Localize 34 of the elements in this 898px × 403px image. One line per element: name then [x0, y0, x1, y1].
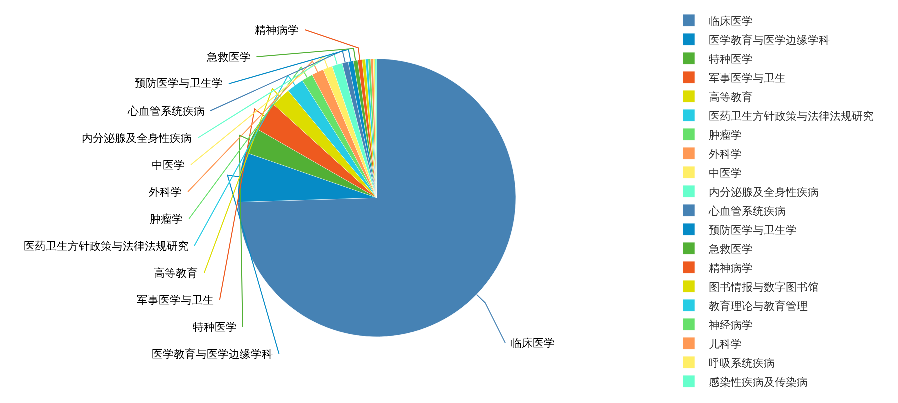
data-label: 精神病学 — [255, 24, 299, 37]
legend-label: 医药卫生方针政策与法律法规研究 — [709, 110, 874, 123]
data-label: 医药卫生方针政策与法律法规研究 — [24, 240, 189, 253]
legend-label: 医学教育与医学边缘学科 — [709, 34, 830, 47]
data-label: 外科学 — [149, 186, 182, 199]
data-label: 急救医学 — [206, 51, 251, 64]
legend-label: 高等教育 — [709, 90, 754, 104]
legend-label: 中医学 — [709, 166, 742, 180]
legend-label: 感染性疾病及传染病 — [709, 376, 808, 389]
legend-label: 急救医学 — [708, 242, 754, 256]
legend-label: 外科学 — [709, 148, 742, 161]
legend-label: 教育理论与教育管理 — [709, 300, 808, 313]
legend-label: 肿瘤学 — [709, 128, 742, 142]
legend-label: 特种医学 — [709, 52, 754, 66]
legend-label: 预防医学与卫生学 — [709, 224, 798, 237]
legend-label: 精神病学 — [709, 262, 754, 275]
legend-label: 心血管系统疾病 — [708, 204, 786, 218]
data-label: 特种医学 — [193, 321, 237, 334]
legend-label: 临床医学 — [709, 14, 754, 28]
data-label: 军事医学与卫生 — [137, 294, 214, 307]
legend-label: 神经病学 — [709, 318, 754, 332]
data-label: 医学教育与医学边缘学科 — [152, 348, 273, 361]
legend-label: 儿科学 — [709, 338, 742, 351]
data-label: 肿瘤学 — [150, 213, 183, 226]
data-label: 内分泌腺及全身性疾病 — [82, 132, 192, 145]
data-label: 中医学 — [152, 159, 185, 172]
legend-label: 图书情报与数字图书馆 — [709, 280, 820, 294]
legend-label: 内分泌腺及全身性疾病 — [709, 186, 820, 199]
data-label: 临床医学 — [511, 337, 555, 350]
data-label: 高等教育 — [154, 267, 198, 280]
legend-label: 呼吸系统疾病 — [709, 356, 776, 370]
data-label: 心血管系统疾病 — [127, 105, 205, 118]
data-label: 预防医学与卫生学 — [135, 77, 223, 90]
legend-label: 军事医学与卫生 — [709, 72, 786, 85]
